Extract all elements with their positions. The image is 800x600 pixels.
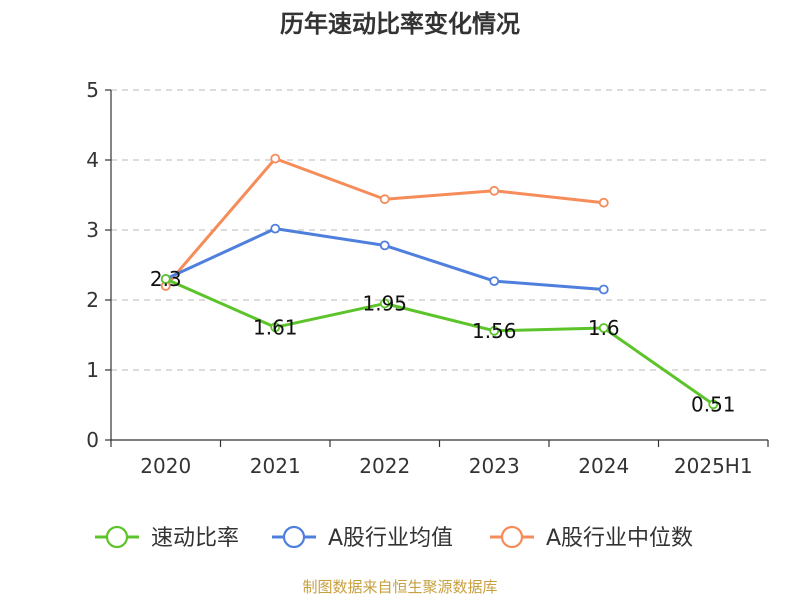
legend-marker-1 — [282, 525, 306, 549]
data-label-2022: 1.95 — [362, 292, 407, 316]
x-tick-label-2021: 2021 — [250, 454, 301, 478]
data-point-0-2025H1 — [708, 399, 719, 410]
data-label-2024: 1.6 — [588, 316, 620, 340]
data-label-2020: 2.3 — [150, 267, 182, 291]
series-line-2 — [164, 157, 604, 287]
series-line-1 — [165, 227, 604, 291]
x-tick-label-2020: 2020 — [140, 454, 191, 478]
legend-marker-2 — [500, 525, 524, 549]
data-point-0-2024 — [598, 323, 609, 333]
data-point-1-2024 — [598, 284, 609, 295]
data-point-1-2021 — [270, 223, 281, 234]
x-tick-label-2023: 2023 — [469, 454, 520, 478]
grid-lines — [111, 89, 768, 371]
series-layer — [160, 153, 719, 410]
x-tick-label-2025H1: 2025H1 — [674, 454, 753, 478]
data-point-2-2022 — [379, 194, 390, 205]
data-label-2023: 1.56 — [472, 319, 517, 343]
data-label-2025H1: 0.51 — [691, 392, 736, 416]
y-tick-label-0: 0 — [86, 428, 99, 452]
legend-label-2: A股行业中位数 — [546, 526, 693, 551]
y-tick-label-2: 2 — [86, 288, 99, 312]
data-point-0-2021 — [270, 322, 281, 333]
series-line-0 — [165, 277, 715, 406]
data-point-0-2022 — [379, 298, 390, 309]
x-tick-label-2024: 2024 — [578, 454, 629, 478]
legend: 速动比率 A股行业均值 A股行业中位数 — [95, 525, 693, 551]
legend-marker-0 — [105, 525, 129, 549]
y-tick-label-5: 5 — [86, 78, 99, 102]
data-point-2-2023 — [489, 185, 500, 196]
data-point-1-2022 — [379, 240, 390, 251]
legend-label-1: A股行业均值 — [328, 526, 453, 551]
y-tick-label-1: 1 — [86, 358, 99, 382]
data-point-0-2023 — [489, 325, 500, 336]
data-label-2021: 1.61 — [253, 315, 298, 339]
data-point-1-2023 — [489, 276, 500, 287]
axes: 0 1 2 3 4 5 2020 2021 2022 2023 2024 2025H1 — [86, 78, 769, 478]
y-tick-label-3: 3 — [86, 218, 99, 242]
data-labels: 2.3 1.61 1.95 1.56 1.6 0.51 — [150, 267, 736, 416]
source-note: 制图数据来自恒生聚源数据库 — [302, 578, 498, 596]
data-point-2-2024 — [598, 197, 609, 208]
x-tick-label-2022: 2022 — [359, 454, 410, 478]
data-point-0-2020 — [160, 274, 171, 284]
legend-label-0: 速动比率 — [151, 526, 239, 551]
chart-title: 历年速动比率变化情况 — [280, 10, 520, 38]
data-point-2-2021 — [270, 153, 281, 164]
y-tick-label-4: 4 — [86, 148, 99, 172]
